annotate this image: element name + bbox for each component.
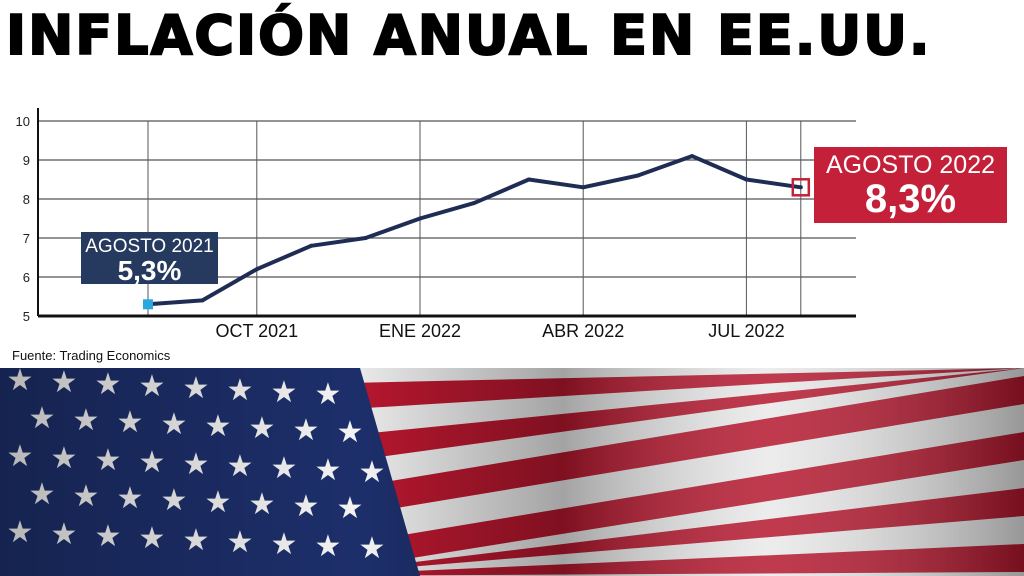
data-point bbox=[309, 243, 314, 248]
data-point bbox=[526, 177, 531, 182]
y-tick-label: 9 bbox=[23, 153, 30, 168]
annotation-end-title: AGOSTO 2022 bbox=[825, 151, 996, 179]
annotation-end-value: 8,3% bbox=[864, 177, 957, 221]
annotation-start: AGOSTO 2021 5,3% bbox=[81, 232, 218, 286]
x-tick-label: OCT 2021 bbox=[215, 321, 298, 341]
line-chart: 5 6 7 8 9 10 OCT 2021 ENE 2022 ABR 2022 JUL 2022 bbox=[16, 108, 856, 341]
page-title: INFLACIÓN ANUAL EN EE.UU. bbox=[5, 3, 932, 68]
data-point bbox=[418, 216, 422, 221]
data-point bbox=[363, 236, 368, 240]
y-tick-label: 8 bbox=[23, 192, 30, 207]
annotation-end: AGOSTO 2022 8,3% bbox=[814, 147, 1007, 223]
series-line bbox=[147, 154, 802, 307]
annotation-start-value: 5,3% bbox=[117, 255, 182, 286]
x-tick-label: JUL 2022 bbox=[708, 321, 784, 341]
source-note: Fuente: Trading Economics bbox=[12, 348, 171, 363]
us-flag-image: ★★★★★★★★★★★★★★★★★★★★★★★★★★★★★★★★★★★★★★★★… bbox=[0, 368, 1024, 576]
x-tick-label: ENE 2022 bbox=[379, 321, 461, 341]
data-point bbox=[254, 267, 259, 272]
end-marker bbox=[791, 178, 811, 197]
data-point bbox=[798, 185, 803, 190]
data-point bbox=[635, 173, 640, 178]
annotation-start-title: AGOSTO 2021 bbox=[85, 236, 214, 257]
y-tick-label: 10 bbox=[16, 114, 30, 129]
start-marker bbox=[143, 299, 153, 310]
data-point bbox=[581, 185, 586, 190]
data-point bbox=[472, 200, 477, 205]
data-point bbox=[744, 177, 749, 182]
y-tick-label: 5 bbox=[23, 309, 30, 324]
x-tick-label: ABR 2022 bbox=[542, 321, 624, 341]
y-tick-label: 7 bbox=[23, 231, 30, 246]
y-tick-label: 6 bbox=[23, 270, 30, 285]
data-point bbox=[690, 154, 694, 159]
data-point bbox=[200, 298, 205, 303]
